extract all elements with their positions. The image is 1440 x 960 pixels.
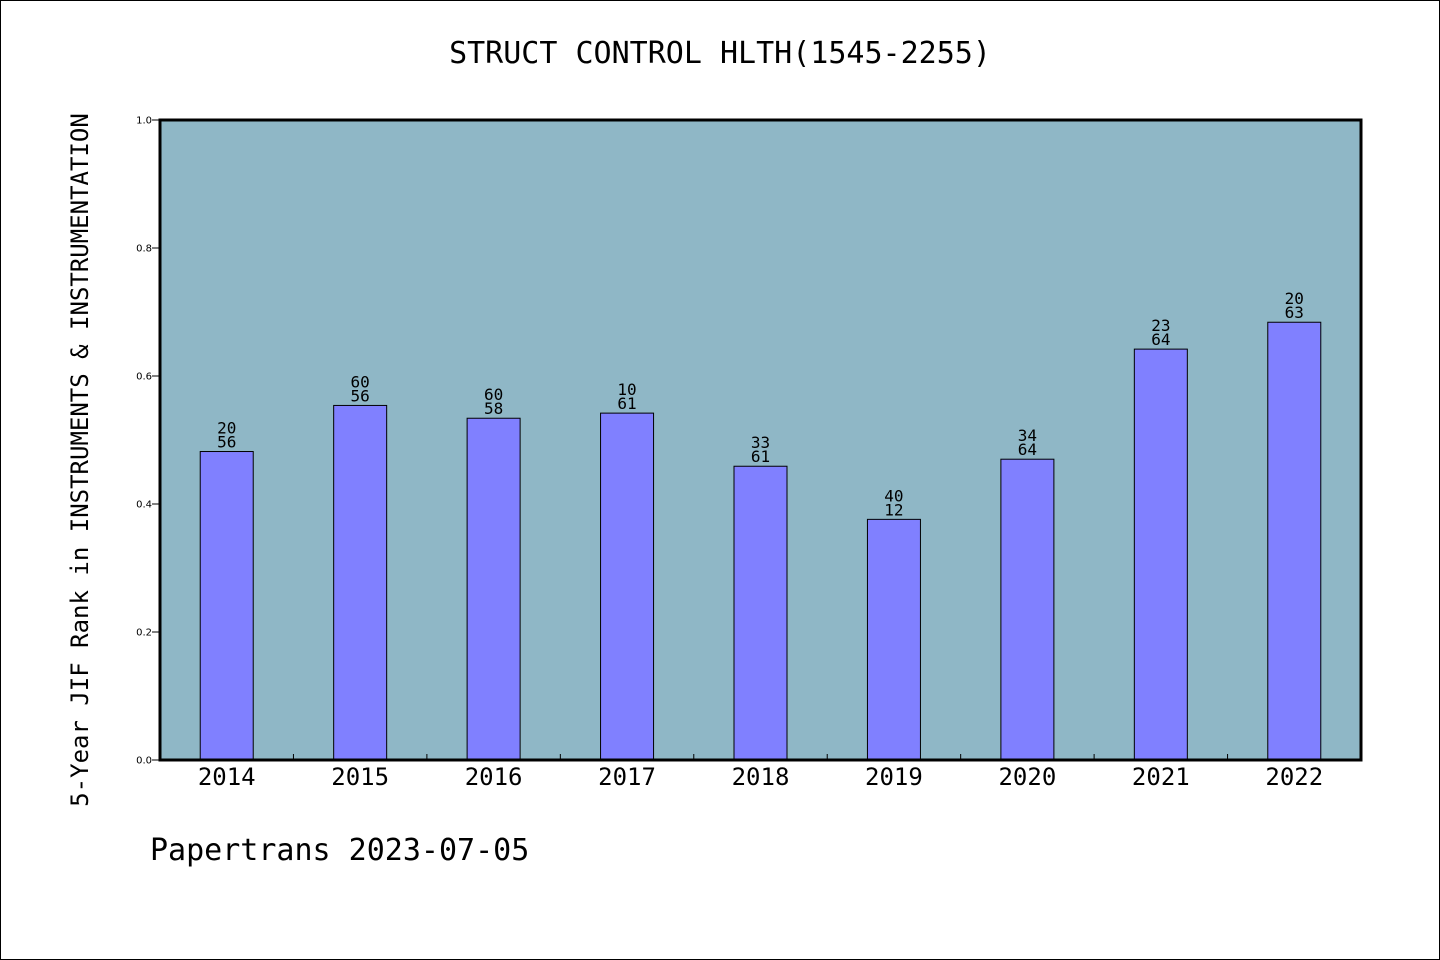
- x-tick-label: 2017: [598, 763, 656, 791]
- bar-label-top: 10: [617, 380, 636, 399]
- y-tick-label: 0.2: [136, 628, 152, 639]
- chart-title: STRUCT CONTROL HLTH(1545-2255): [449, 36, 991, 71]
- bar-label-bottom: 61: [751, 447, 770, 466]
- bar-label-bottom: 64: [1151, 330, 1170, 349]
- x-tick-label: 2018: [732, 763, 790, 791]
- bar-label-top: 33: [751, 433, 770, 452]
- bar-label-bottom: 56: [351, 386, 370, 405]
- bar-2018: [733, 465, 788, 761]
- footer-watermark: Papertrans 2023-07-05: [150, 833, 530, 868]
- x-tick-label: 2020: [998, 763, 1056, 791]
- bar-2020: [1000, 458, 1055, 761]
- y-tick-label: 1.0: [136, 116, 152, 127]
- y-tick-label: 0.4: [136, 500, 152, 511]
- bar-2015: [333, 404, 388, 761]
- x-tick-label: 2021: [1132, 763, 1190, 791]
- bar-label-bottom: 61: [617, 394, 636, 413]
- bar-label-top: 60: [351, 372, 370, 391]
- bar-2022: [1267, 321, 1322, 761]
- bar-label-top: 60: [484, 385, 503, 404]
- bar-label-bottom: 56: [217, 433, 236, 452]
- bar-label-bottom: 64: [1018, 440, 1037, 459]
- bar-label-bottom: 58: [484, 399, 503, 418]
- bar-label-top: 23: [1151, 316, 1170, 335]
- x-tick-label: 2016: [465, 763, 523, 791]
- x-tick-label: 2015: [331, 763, 389, 791]
- y-tick-label: 0.8: [136, 244, 152, 255]
- bar-label-top: 20: [1285, 289, 1304, 308]
- bar-2014: [199, 451, 254, 761]
- bar-2019: [866, 518, 921, 761]
- x-tick-label: 2014: [198, 763, 256, 791]
- x-tick-label: 2022: [1265, 763, 1323, 791]
- bar-2016: [466, 417, 521, 761]
- bar-label-top: 20: [217, 419, 236, 438]
- bar-label-bottom: 12: [884, 500, 903, 519]
- x-tick-label: 2019: [865, 763, 923, 791]
- y-tick-label: 0.6: [136, 372, 152, 383]
- bar-label-top: 40: [884, 486, 903, 505]
- bar-2021: [1133, 348, 1188, 761]
- y-tick-label: 0.0: [136, 756, 152, 767]
- bar-label-bottom: 63: [1285, 303, 1304, 322]
- bar-label-top: 34: [1018, 426, 1037, 445]
- plot-border: [158, 118, 1363, 762]
- bar-2017: [600, 412, 655, 761]
